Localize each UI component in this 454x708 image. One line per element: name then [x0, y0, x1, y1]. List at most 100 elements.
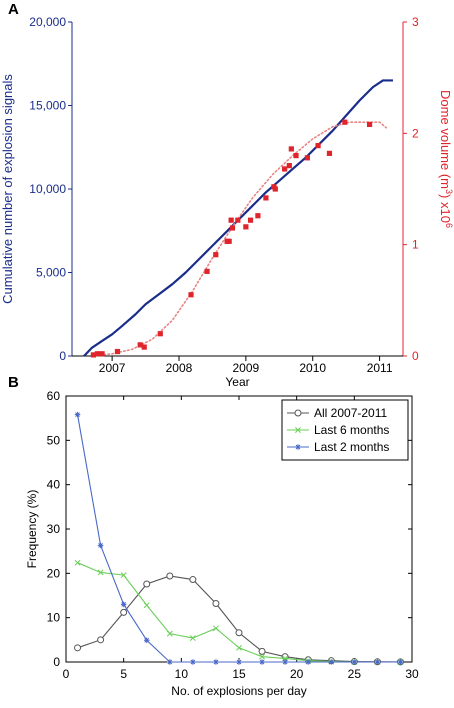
panel-a-x-tick-label: 2007 — [99, 361, 126, 375]
panel-a-dome-volume-point — [229, 225, 236, 231]
panel-a-x-tick-label: 2008 — [166, 361, 193, 375]
panel-b-legend-label: Last 6 months — [314, 423, 389, 437]
panel-b-series-1 — [74, 572, 404, 666]
panel-b-y-tick-label: 40 — [47, 478, 61, 492]
panel-b-asterisk-marker — [143, 637, 150, 644]
panel-b-asterisk-marker — [397, 659, 404, 665]
panel-a-right-tick-label: 2 — [412, 126, 419, 140]
panel-a-dome-volume-point — [255, 213, 261, 219]
panel-b-y-tick-label: 10 — [47, 611, 61, 625]
panel-a-left-tick-label: 5,000 — [36, 266, 66, 280]
panel-a-dome-volume-point — [204, 268, 210, 274]
panel-b-y-tick-label: 60 — [47, 389, 61, 403]
panel-b-x-marker — [212, 625, 219, 632]
panel-a-dome-volume-point — [90, 352, 96, 358]
panel-b-asterisk-marker — [213, 659, 219, 665]
panel-a-dome-volume-point — [114, 348, 121, 355]
panel-b-series-3 — [74, 411, 404, 665]
panel-b-x-marker — [189, 635, 196, 642]
panel-b-asterisk-marker — [167, 659, 173, 665]
panel-b-x-marker — [120, 572, 127, 579]
panel-a-x-tick-label: 2010 — [299, 361, 326, 375]
panel-a-dome-volume-point — [157, 331, 163, 337]
panel-a-dome-volume-point — [286, 163, 292, 169]
panel-b-circle-marker — [294, 409, 302, 417]
panel-b-x-tick-label: 15 — [232, 667, 246, 681]
panel-b-circle-marker — [120, 608, 128, 616]
panel-b-asterisk-marker — [351, 659, 358, 665]
panel-b-asterisk-marker — [236, 659, 242, 665]
panel-a-dome-volume-point — [282, 166, 288, 172]
panel-a-dome-volume-point — [263, 195, 269, 201]
panel-b-series-line — [77, 575, 401, 663]
panel-a-left-tick-label: 15,000 — [29, 99, 66, 113]
panel-b-circle-marker — [74, 644, 82, 652]
panel-a-dome-volume-point — [141, 344, 147, 350]
panel-b-circle-marker — [189, 576, 197, 584]
panel-b-x-marker — [236, 644, 242, 651]
panel-a-x-tick-label: 2011 — [367, 361, 393, 375]
panel-a-right-tick-label: 0 — [412, 349, 419, 363]
panel-a-dome-volume-point — [304, 155, 310, 161]
panel-b-x-tick-label: 30 — [405, 667, 419, 681]
panel-a-dome-volume-point — [315, 142, 321, 149]
panel-b-x-label: No. of explosions per day — [171, 684, 306, 698]
panel-a-dome-volume-point — [137, 342, 143, 348]
panel-b-x-tick-label: 0 — [63, 667, 70, 681]
panel-a-left-tick-label: 20,000 — [29, 15, 66, 29]
panel-a-dome-volume-point — [94, 351, 101, 357]
panel-b-asterisk-marker — [97, 542, 104, 549]
panel-a-dome-volume-point — [235, 217, 241, 223]
panel-b-circle-marker — [212, 599, 220, 607]
panel-b-legend-label: Last 2 months — [314, 440, 389, 454]
panel-a-dome-volume-trend-line — [91, 121, 388, 357]
panel-a-right-axis-label-part: 6 — [444, 223, 454, 228]
panel-a-dome-volume-point — [213, 252, 219, 258]
panel-b-y-tick-label: 50 — [47, 433, 61, 447]
panel-b-x-tick-label: 20 — [290, 667, 304, 681]
panel-a-dome-volume-point — [226, 238, 232, 244]
panel-b-x-marker — [74, 559, 81, 566]
panel-b-asterisk-marker — [328, 659, 335, 665]
panel-b-asterisk-marker — [305, 659, 311, 665]
panel-b-x-marker — [295, 427, 301, 433]
panel-a-right-axis-label-part: 3 — [444, 189, 454, 194]
panel-a-dome-volume-point — [247, 217, 254, 223]
panel-a-right-axis-label-part: Dome volume (m — [438, 90, 453, 189]
panel-b-x-marker — [166, 630, 173, 637]
panel-a-dome-volume-point — [366, 121, 373, 128]
panel-b-circle-marker — [143, 580, 151, 588]
panel-a-dome-volume-point — [228, 217, 234, 223]
panel-a-dome-volume-point — [99, 351, 105, 357]
panel-b-asterisk-marker — [295, 444, 301, 450]
panel-b-x-tick-label: 5 — [120, 667, 127, 681]
panel-b-circle-marker — [97, 636, 105, 644]
panel-a-dome-volume-point — [326, 150, 333, 156]
panel-b-chart: B 0 10 20 30 40 50 60 0 5 10 15 20 25 30 No. of explosi… — [8, 374, 419, 698]
panel-a-right-tick-label: 3 — [412, 15, 419, 29]
panel-a-x-tick-label: 2009 — [233, 361, 260, 375]
panel-a-right-axis-label: Dome volume (m3) x106 — [438, 90, 454, 228]
panel-b-y-tick-label: 0 — [53, 655, 60, 669]
panel-a-dome-volume-point — [188, 292, 194, 298]
panel-b-asterisk-marker — [190, 659, 196, 665]
panel-b-asterisk-marker — [74, 411, 81, 418]
panel-b-circle-marker — [235, 629, 243, 637]
panel-b-y-label: Frequency (%) — [25, 490, 39, 569]
panel-a-dome-volume-point — [342, 119, 348, 125]
panel-a-left-tick-label: 10,000 — [29, 182, 66, 196]
panel-a-left-tick-label: 0 — [59, 349, 66, 363]
panel-b-x-tick-label: 10 — [175, 667, 189, 681]
panel-b-y-tick-label: 20 — [47, 566, 61, 580]
panel-a-dome-volume-point — [243, 224, 249, 230]
panel-b-label: B — [8, 374, 19, 391]
panel-a-dome-volume-point — [272, 186, 278, 192]
panel-b-circle-marker — [166, 572, 174, 580]
panel-b-x-tick-label: 25 — [348, 667, 362, 681]
panel-b-legend-label: All 2007-2011 — [314, 406, 387, 420]
panel-b-asterisk-marker — [120, 601, 127, 608]
panel-a-chart: A 0 5,000 10,000 15,000 20,000 0 1 2 3 2007 2008 200… — [0, 1, 454, 389]
panel-a-right-tick-label: 1 — [412, 238, 419, 252]
